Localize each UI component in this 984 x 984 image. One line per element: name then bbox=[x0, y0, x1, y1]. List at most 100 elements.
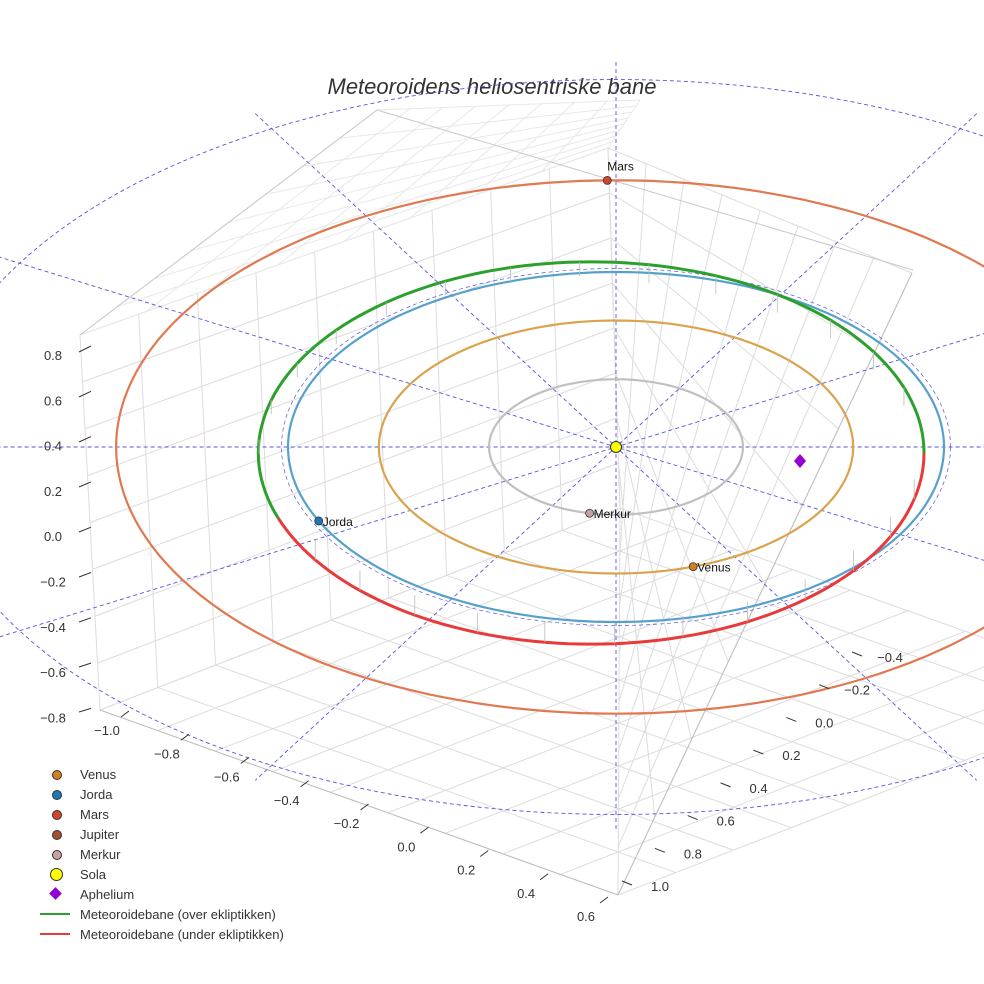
y-tick bbox=[687, 815, 698, 821]
legend-dot-icon bbox=[52, 770, 62, 780]
planet-label-merkur: Merkur bbox=[594, 507, 631, 521]
grid-line bbox=[616, 417, 692, 740]
y-tick-label: 0.2 bbox=[782, 748, 800, 763]
grid-line bbox=[446, 574, 965, 761]
orbit-venus bbox=[377, 319, 855, 575]
z-tick-label: 0.8 bbox=[44, 348, 62, 363]
y-tick bbox=[654, 847, 666, 853]
grid-line bbox=[157, 687, 676, 874]
legend-sun-icon bbox=[50, 868, 63, 881]
x-tick bbox=[599, 896, 609, 904]
z-tick bbox=[78, 390, 92, 398]
legend-label: Aphelium bbox=[80, 886, 135, 902]
planet-label-venus: Venus bbox=[697, 561, 730, 575]
y-tick bbox=[720, 782, 731, 788]
y-tick bbox=[786, 716, 797, 722]
grid-line bbox=[388, 508, 620, 813]
legend-label: Jupiter bbox=[80, 826, 120, 842]
ecliptic-ring bbox=[0, 79, 984, 815]
z-tick bbox=[78, 572, 92, 578]
tick-labels: 0.8 0.6 0.4 0.2 0.0 −0.2 −0.4 −0.6 −0.8 −1.0 −0.8 −… bbox=[40, 345, 903, 924]
legend-label: Meteoroidebane (under ekliptikken) bbox=[80, 926, 284, 942]
legend-symbol bbox=[34, 864, 80, 884]
z-tick bbox=[78, 707, 92, 713]
y-tick bbox=[621, 880, 633, 886]
z-tick bbox=[78, 662, 92, 668]
x-tick-label: −0.4 bbox=[274, 793, 300, 808]
grid-line bbox=[504, 552, 984, 725]
legend-label: Merkur bbox=[80, 846, 121, 862]
grid-line bbox=[215, 664, 734, 851]
grid-line bbox=[502, 666, 984, 855]
grid-line bbox=[92, 372, 616, 570]
grid-line bbox=[445, 630, 966, 834]
x-tick bbox=[420, 826, 429, 834]
x-tick-label: −0.8 bbox=[154, 746, 180, 761]
chart-title: Meteoroidens heliosentriske bane bbox=[327, 74, 657, 99]
grid-line bbox=[475, 102, 575, 196]
box-edge bbox=[99, 709, 619, 896]
grid-line bbox=[617, 507, 621, 896]
grid-line bbox=[94, 417, 618, 617]
z-tick-label: 0.0 bbox=[44, 529, 62, 544]
x-tick bbox=[180, 733, 190, 741]
y-tick-label: 0.4 bbox=[750, 781, 768, 796]
grid-line bbox=[343, 104, 509, 242]
orbit-merkur bbox=[488, 378, 745, 516]
z-tick bbox=[78, 617, 92, 623]
y-tick bbox=[753, 749, 764, 755]
legend-symbol bbox=[34, 804, 80, 824]
y-tick bbox=[818, 684, 830, 690]
y-tick bbox=[851, 651, 863, 657]
grid-line bbox=[618, 462, 656, 818]
grid-line bbox=[339, 105, 637, 139]
legend-line-icon bbox=[40, 933, 70, 935]
x-tick bbox=[240, 757, 250, 764]
grid-line bbox=[273, 508, 620, 772]
grid-line bbox=[330, 589, 851, 793]
z-tick-label: 0.6 bbox=[44, 393, 62, 408]
z-tick bbox=[78, 526, 92, 533]
planet-markers: Venus Jorda Mars Merkur bbox=[314, 159, 806, 575]
legend-dot-icon bbox=[52, 850, 62, 860]
x-tick-label: 0.0 bbox=[397, 839, 415, 854]
grid-line bbox=[84, 237, 612, 430]
grid-line bbox=[562, 529, 984, 682]
y-tick-label: −0.2 bbox=[844, 683, 870, 698]
grid-line bbox=[388, 597, 908, 784]
legend-item: Merkur bbox=[34, 844, 364, 864]
y-tick-label: −0.4 bbox=[877, 650, 903, 665]
legend-item: Sola bbox=[34, 864, 364, 884]
grid-line bbox=[612, 282, 803, 507]
grid-line bbox=[607, 147, 913, 274]
box-edge bbox=[376, 109, 914, 271]
z-tick bbox=[78, 436, 92, 443]
planet-label-mars: Mars bbox=[607, 159, 634, 173]
z-tick-label: −0.8 bbox=[40, 710, 66, 725]
meteoroid-orbit-below bbox=[277, 452, 926, 646]
x-tick-label: −1.0 bbox=[94, 723, 120, 738]
grid-line bbox=[89, 327, 615, 523]
grid-line bbox=[99, 507, 621, 711]
grid-line bbox=[377, 110, 454, 123]
x-tick-label: 0.4 bbox=[517, 886, 535, 901]
legend-symbol bbox=[34, 824, 80, 844]
legend-item: Mars bbox=[34, 804, 364, 824]
grid-line bbox=[157, 528, 678, 732]
grid-line bbox=[82, 192, 610, 383]
x-tick bbox=[539, 873, 549, 881]
x-tick bbox=[120, 710, 130, 718]
legend-dot-icon bbox=[52, 810, 62, 820]
box-edge bbox=[79, 109, 378, 336]
z-tick bbox=[78, 481, 92, 488]
grid-line bbox=[610, 237, 839, 429]
z-tick-label: −0.4 bbox=[40, 620, 66, 635]
legend-label: Meteoroidebane (over ekliptikken) bbox=[80, 906, 276, 922]
aphelium-marker bbox=[794, 454, 806, 468]
grid-line bbox=[87, 282, 613, 477]
grid-line bbox=[619, 507, 984, 639]
grid-line bbox=[302, 111, 633, 167]
y-tick-label: 0.8 bbox=[684, 846, 702, 861]
y-tick-label: 1.0 bbox=[651, 879, 669, 894]
legend-diamond-icon bbox=[49, 887, 62, 900]
